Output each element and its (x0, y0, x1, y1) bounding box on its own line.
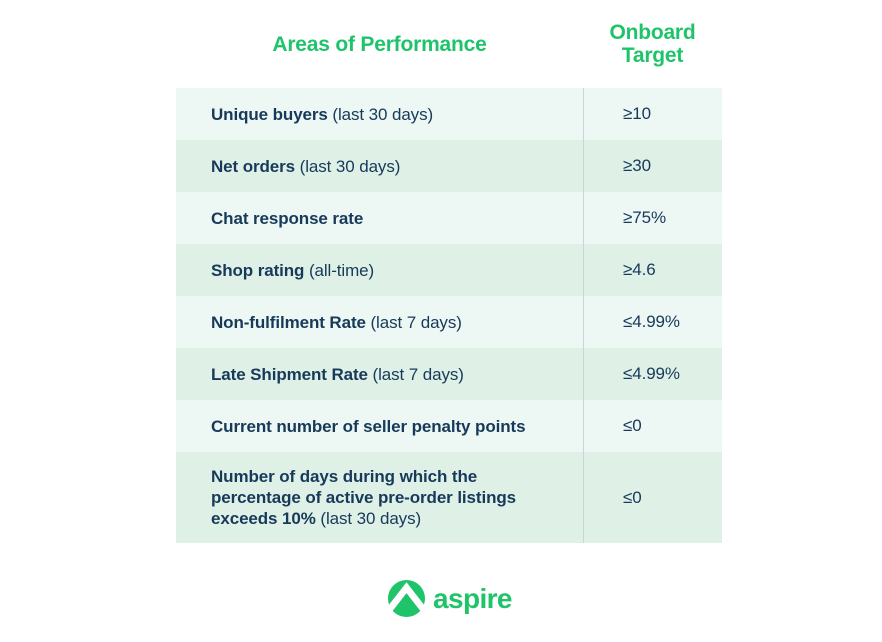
metric-text: Unique buyers (last 30 days) (211, 104, 433, 125)
brand-footer: aspire (388, 580, 513, 617)
aspire-logo-text: aspire (433, 582, 513, 614)
table-row: Late Shipment Rate (last 7 days) ≤4.99% (176, 348, 722, 400)
table-header-row: Areas of Performance Onboard Target (176, 0, 722, 88)
metric-name: Current number of seller penalty points (211, 416, 526, 436)
table-row: Chat response rate ≥75% (176, 192, 722, 244)
metric-text: Current number of seller penalty points (211, 416, 526, 437)
target-cell: ≥30 (583, 140, 722, 192)
metric-name: Chat response rate (211, 208, 364, 228)
metric-cell: Current number of seller penalty points (176, 400, 583, 452)
metric-qualifier: (last 30 days) (315, 509, 422, 528)
aspire-mountain-icon (388, 580, 425, 617)
metric-qualifier: (last 30 days) (327, 104, 434, 124)
metric-name: Shop rating (211, 260, 305, 280)
table-row: Unique buyers (last 30 days) ≥10 (176, 88, 722, 140)
performance-table: Areas of Performance Onboard Target Uniq… (176, 0, 722, 543)
target-cell: ≤4.99% (583, 348, 722, 400)
metric-cell: Net orders (last 30 days) (176, 140, 583, 192)
metric-name: Unique buyers (211, 104, 328, 124)
metric-cell: Chat response rate (176, 192, 583, 244)
table-row: Net orders (last 30 days) ≥30 (176, 140, 722, 192)
target-cell: ≤0 (583, 400, 722, 452)
target-cell: ≤4.99% (583, 296, 722, 348)
table-rows: Unique buyers (last 30 days) ≥10 Net ord… (176, 88, 722, 543)
column-header-onboard-target: Onboard Target (609, 21, 696, 67)
table-row: Current number of seller penalty points … (176, 400, 722, 452)
metric-cell: Number of days during which the percenta… (176, 452, 583, 543)
metric-cell: Late Shipment Rate (last 7 days) (176, 348, 583, 400)
metric-qualifier: (all-time) (304, 260, 375, 280)
metric-qualifier: (last 7 days) (365, 312, 462, 332)
target-cell: ≥75% (583, 192, 722, 244)
table-row: Shop rating (all-time) ≥4.6 (176, 244, 722, 296)
target-cell: ≤0 (583, 452, 722, 543)
target-cell: ≥4.6 (583, 244, 722, 296)
table-row: Number of days during which the percenta… (176, 452, 722, 543)
metric-cell: Unique buyers (last 30 days) (176, 88, 583, 140)
metric-text: Non-fulfilment Rate (last 7 days) (211, 312, 462, 333)
table-row: Non-fulfilment Rate (last 7 days) ≤4.99% (176, 296, 722, 348)
metric-text: Net orders (last 30 days) (211, 156, 400, 177)
metric-text: Number of days during which the percenta… (211, 466, 558, 529)
target-cell: ≥10 (583, 88, 722, 140)
metric-name: Late Shipment Rate (211, 364, 368, 384)
metric-qualifier: (last 7 days) (367, 364, 464, 384)
metric-text: Shop rating (all-time) (211, 260, 374, 281)
metric-cell: Shop rating (all-time) (176, 244, 583, 296)
metric-name: Number of days during which the percenta… (211, 467, 517, 528)
column-header-areas-of-performance: Areas of Performance (272, 32, 487, 56)
metric-name: Non-fulfilment Rate (211, 312, 366, 332)
metric-text: Late Shipment Rate (last 7 days) (211, 364, 464, 385)
metric-text: Chat response rate (211, 208, 363, 229)
metric-name: Net orders (211, 156, 296, 176)
metric-qualifier: (last 30 days) (295, 156, 401, 176)
metric-cell: Non-fulfilment Rate (last 7 days) (176, 296, 583, 348)
